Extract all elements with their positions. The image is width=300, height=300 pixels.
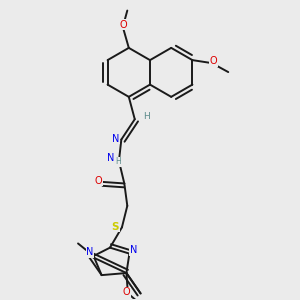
Text: S: S (112, 222, 119, 232)
Text: N: N (86, 248, 94, 257)
Text: O: O (119, 20, 127, 30)
Text: H: H (143, 112, 150, 121)
Text: N: N (112, 134, 120, 144)
Text: N: N (130, 245, 137, 255)
Text: O: O (95, 176, 102, 186)
Text: N: N (107, 153, 114, 163)
Text: O: O (209, 56, 217, 66)
Text: O: O (123, 287, 130, 297)
Text: H: H (116, 157, 121, 166)
